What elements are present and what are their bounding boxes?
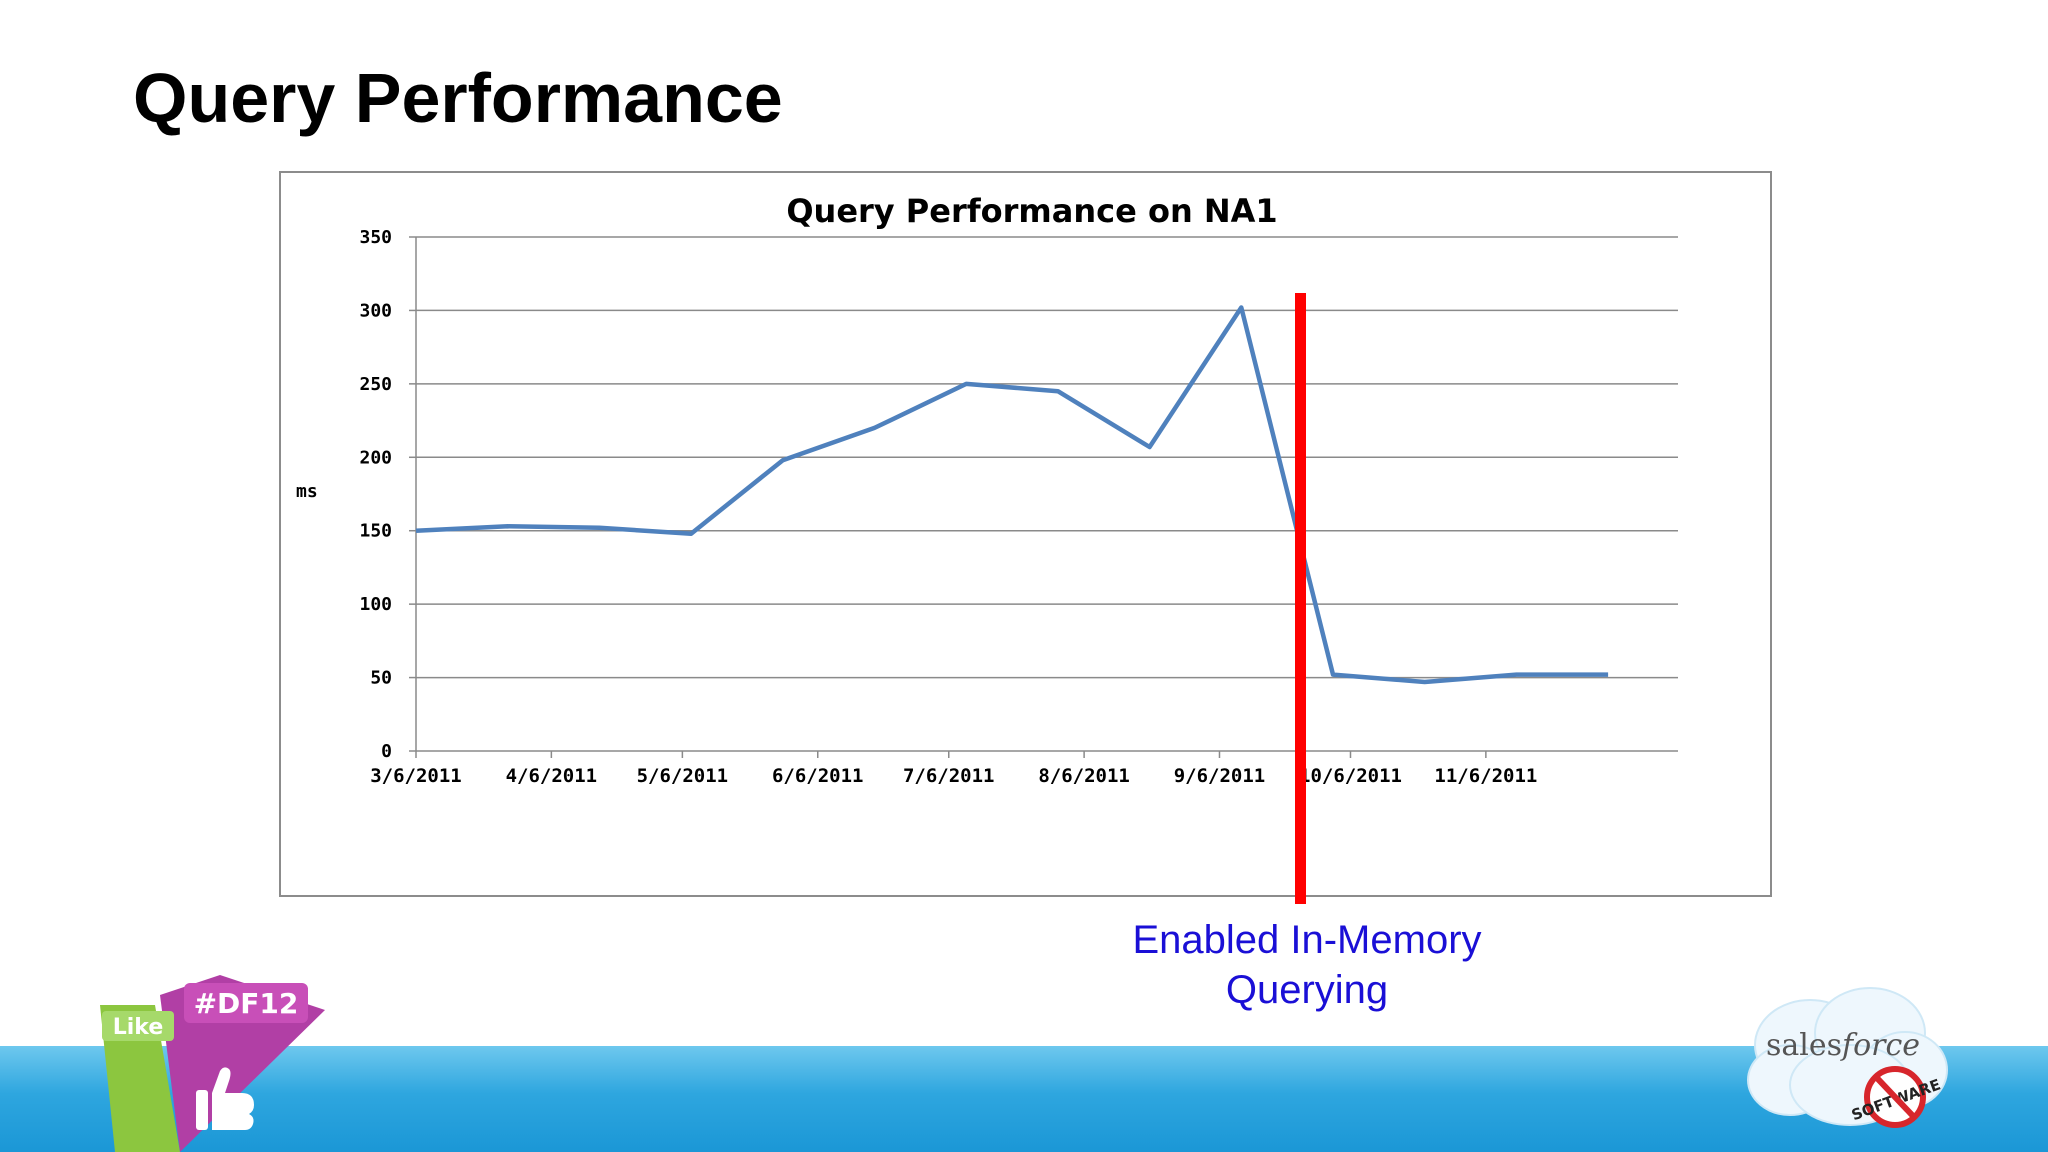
x-tick-label: 9/6/2011 [1174,765,1266,787]
y-tick-label: 100 [359,594,392,615]
y-tick-label: 250 [359,374,392,395]
y-tick-label: 300 [359,300,392,321]
salesforce-wordmark: salesforce [1766,1028,1920,1063]
like-panel-shape [100,1005,180,1152]
annotation-line-2: Querying [1225,968,1389,1012]
y-tick-label: 350 [359,227,392,248]
y-tick-labels: 0 50 100 150 200 250 300 350 [359,227,392,762]
grid-lines [416,236,1678,679]
thumbs-up-icon [196,1067,254,1130]
y-tick-label: 200 [359,447,392,468]
annotation-line-1: Enabled In-Memory [1132,918,1482,962]
y-tick-label: 50 [370,668,392,689]
x-tick-labels: 3/6/2011 4/6/2011 5/6/2011 6/6/2011 7/6/2011… [370,765,1537,787]
hashtag-banner [184,983,308,1023]
x-tick-label: 7/6/2011 [903,765,995,787]
line-chart: Query Performance on NA1 ms 0 50 100 150 200… [296,192,1678,787]
x-tick-label: 4/6/2011 [506,765,598,787]
x-tick-label: 5/6/2011 [637,765,729,787]
hashtag-text: #DF12 [194,987,299,1020]
like-text: Like [113,1015,164,1040]
annotation-label: Enabled In-Memory Querying [1107,915,1507,1015]
x-tick-label: 6/6/2011 [772,765,864,787]
df12-like-badge: #DF12 Like [100,975,325,1152]
y-axis-label: ms [296,481,318,502]
salesforce-logo: salesforce SOFTWARE [1747,987,1948,1128]
y-tick-label: 0 [381,741,392,762]
slide-title: Query Performance [133,59,783,137]
y-tick-label: 150 [359,521,392,542]
series-line [415,305,1609,685]
x-tick-label: 10/6/2011 [1299,765,1402,787]
footer-band [0,1046,2048,1152]
like-banner [102,1011,174,1041]
chart-frame: Query Performance on NA1 ms 0 50 100 150 200… [279,171,1772,897]
x-tick-label: 3/6/2011 [370,765,462,787]
x-tick-label: 8/6/2011 [1038,765,1130,787]
x-tick-label: 11/6/2011 [1434,765,1537,787]
axes [409,236,1678,758]
series [415,305,1609,685]
chart-title: Query Performance on NA1 [786,192,1277,230]
